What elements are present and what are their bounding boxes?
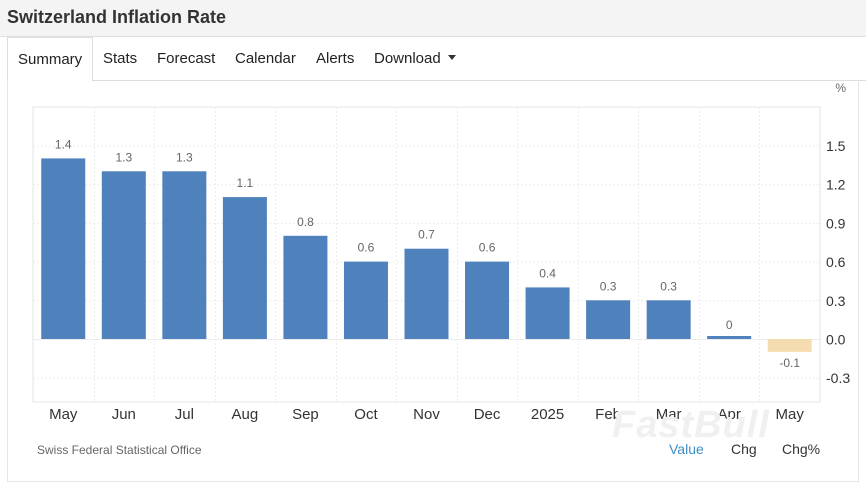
bar xyxy=(101,171,146,339)
data-label: 0.3 xyxy=(660,279,677,293)
y-tick-label: 0.3 xyxy=(826,293,846,309)
bar xyxy=(767,339,812,352)
tab-download[interactable]: Download xyxy=(374,37,456,81)
y-tick-label: 1.2 xyxy=(826,177,846,193)
tab-calendar[interactable]: Calendar xyxy=(235,50,296,67)
y-tick-label: -0.3 xyxy=(826,370,850,386)
x-tick-label: Apr xyxy=(718,406,741,423)
page-title: Switzerland Inflation Rate xyxy=(7,7,227,27)
tab-summary[interactable]: Summary xyxy=(7,37,94,82)
data-label: 0.4 xyxy=(539,266,556,280)
label-layer: 1.4 1.3 1.3 1.1 0.8 0.6 0.7 0.6 0.4 0.3 0.3 0 -0.1 xyxy=(55,137,800,370)
y-unit-label: % xyxy=(835,81,846,95)
x-tick-label: Dec xyxy=(474,406,501,423)
y-tick-label: 1.5 xyxy=(826,138,846,154)
chg-percent-mode-button[interactable]: Chg% xyxy=(782,441,821,457)
x-tick-label: Jun xyxy=(112,406,136,423)
tab-stats[interactable]: Stats xyxy=(103,50,138,67)
data-label: -0.1 xyxy=(779,356,800,370)
bar xyxy=(222,197,267,339)
bar-chart: 1.4 1.3 1.3 1.1 0.8 0.6 0.7 0.6 0.4 0.3 0.3 0 -0.1 1… xyxy=(32,81,850,423)
value-mode-button[interactable]: Value xyxy=(669,441,704,457)
x-tick-label: Mar xyxy=(656,406,682,423)
chart-panel xyxy=(7,80,859,482)
x-tick-label: May xyxy=(49,406,78,423)
bar xyxy=(586,300,631,339)
x-tick-label: Jul xyxy=(175,406,194,423)
data-label: 1.4 xyxy=(55,137,72,151)
chg-mode-button[interactable]: Chg xyxy=(731,441,757,457)
watermark-logo: FastBull xyxy=(612,404,770,446)
x-tick-label: Nov xyxy=(413,406,440,423)
bar xyxy=(525,287,570,339)
data-label: 0.6 xyxy=(358,241,375,255)
tab-forecast[interactable]: Forecast xyxy=(157,50,216,67)
x-tick-label: Oct xyxy=(354,406,378,423)
data-label: 0.8 xyxy=(297,215,314,229)
caret-down-icon xyxy=(447,54,456,60)
bar xyxy=(41,158,86,339)
y-tick-label: 0.9 xyxy=(826,215,846,231)
x-tick-label: Aug xyxy=(232,406,259,423)
data-label: 0.7 xyxy=(418,228,435,242)
data-label: 0 xyxy=(726,318,733,332)
data-label: 1.1 xyxy=(237,176,254,190)
data-label: 0.6 xyxy=(479,241,496,255)
bar xyxy=(162,171,207,339)
x-tick-label: Feb xyxy=(595,406,621,423)
data-label: 1.3 xyxy=(115,150,132,164)
bar xyxy=(707,336,752,339)
source-label: Swiss Federal Statistical Office xyxy=(37,443,202,457)
data-label: 0.3 xyxy=(600,279,617,293)
plot-frame xyxy=(32,106,821,403)
bar xyxy=(646,300,691,339)
y-tick-label: 0.0 xyxy=(826,332,846,348)
bar xyxy=(465,261,510,339)
title-bar: Switzerland Inflation Rate xyxy=(0,0,866,37)
y-tick-label: 0.6 xyxy=(826,254,846,270)
bar xyxy=(343,261,388,339)
tab-download-label: Download xyxy=(374,50,441,67)
x-tick-label: May xyxy=(776,406,805,423)
bar xyxy=(283,235,328,339)
data-label: 1.3 xyxy=(176,150,193,164)
grid-layer xyxy=(32,106,821,403)
axis-layer: 1.5 1.2 0.9 0.6 0.3 0.0 -0.3 May Jun Jul Aug Sep Oct… xyxy=(49,138,850,423)
tab-bar: Summary Stats Forecast Calendar Alerts D… xyxy=(7,37,866,82)
x-tick-label: Sep xyxy=(292,406,319,423)
bar-layer xyxy=(41,158,812,352)
x-tick-label: 2025 xyxy=(531,406,564,423)
bar xyxy=(404,248,449,339)
tab-alerts[interactable]: Alerts xyxy=(316,50,355,67)
